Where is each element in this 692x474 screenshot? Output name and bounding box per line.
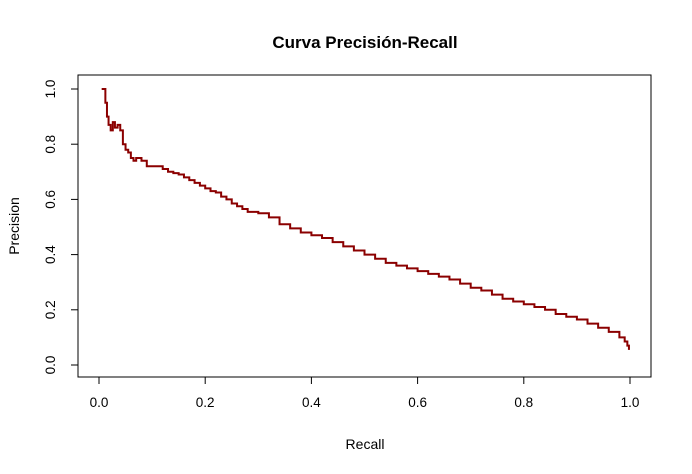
chart-title: Curva Precisión-Recall <box>272 33 457 52</box>
y-axis-label: Precision <box>6 197 22 255</box>
y-tick-label: 0.2 <box>43 300 58 319</box>
x-axis: 0.0 0.2 0.4 0.6 0.8 1.0 <box>90 376 640 410</box>
x-axis-label: Recall <box>346 436 385 452</box>
x-tick-label: 0.2 <box>196 395 215 410</box>
x-tick-label: 0.0 <box>90 395 109 410</box>
y-tick-label: 0.4 <box>43 245 58 264</box>
y-tick-label: 1.0 <box>43 80 58 99</box>
pr-curve-line <box>101 88 630 350</box>
series-layer <box>101 88 630 350</box>
x-tick-label: 1.0 <box>621 395 640 410</box>
y-tick-label: 0.8 <box>43 135 58 154</box>
plot-frame <box>77 74 652 378</box>
x-tick-label: 0.4 <box>302 395 321 410</box>
y-axis: 0.0 0.2 0.4 0.6 0.8 1.0 <box>43 80 79 375</box>
x-tick-label: 0.6 <box>408 395 427 410</box>
y-tick-label: 0.0 <box>43 356 58 375</box>
x-tick-label: 0.8 <box>514 395 533 410</box>
y-tick-label: 0.6 <box>43 190 58 209</box>
